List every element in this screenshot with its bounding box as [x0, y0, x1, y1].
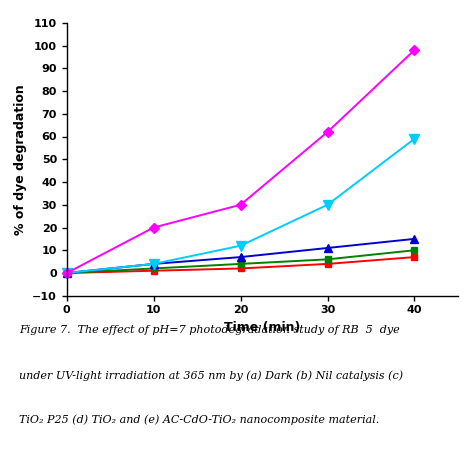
X-axis label: Time (min): Time (min): [224, 321, 300, 334]
Text: TiO₂ P25 (d) TiO₂ and (e) AC-CdO-TiO₂ nanocomposite material.: TiO₂ P25 (d) TiO₂ and (e) AC-CdO-TiO₂ na…: [19, 414, 378, 425]
Y-axis label: % of dye degradation: % of dye degradation: [14, 84, 27, 235]
Text: Figure 7.  The effect of pH=7 photodegradation study of RB  5  dye: Figure 7. The effect of pH=7 photodegrad…: [19, 325, 399, 335]
Text: under UV-light irradiation at 365 nm by (a) Dark (b) Nil catalysis (c): under UV-light irradiation at 365 nm by …: [19, 371, 402, 381]
